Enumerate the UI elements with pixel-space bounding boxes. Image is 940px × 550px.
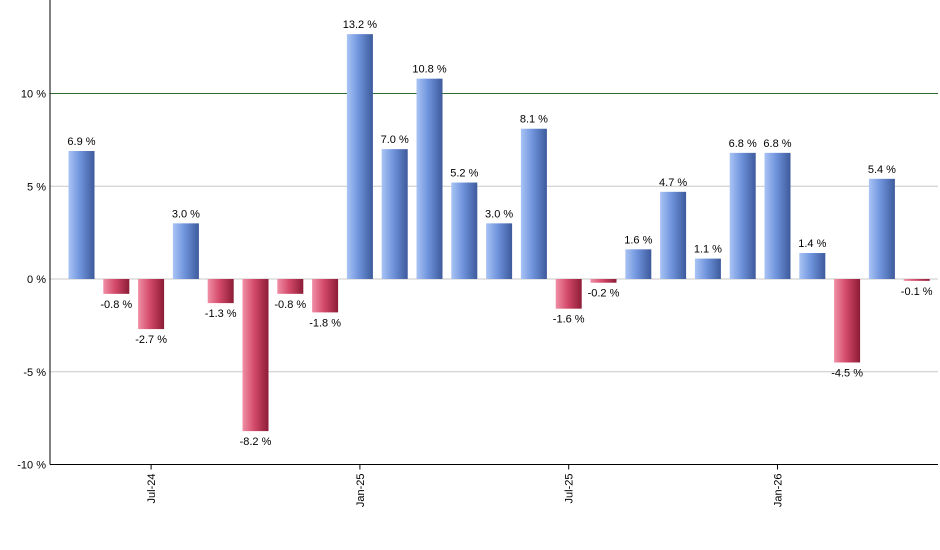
bar bbox=[555, 279, 582, 309]
bar bbox=[103, 279, 130, 294]
bar bbox=[138, 279, 165, 330]
bar bbox=[277, 279, 304, 294]
bar bbox=[207, 279, 234, 304]
data-label: 6.8 % bbox=[729, 138, 757, 150]
bar bbox=[416, 78, 443, 279]
x-tick-label: Jan-25 bbox=[355, 474, 367, 508]
data-labels: 6.9 % -0.8 % -2.7 % 3.0 % -1.3 % -8.2 % -0.8 %… bbox=[67, 19, 932, 448]
x-tick-label: Jul-25 bbox=[564, 474, 576, 504]
data-label: 3.0 % bbox=[172, 208, 200, 220]
data-label: 5.2 % bbox=[450, 168, 478, 180]
bar bbox=[312, 279, 339, 313]
data-label: 4.7 % bbox=[659, 177, 687, 189]
data-label: -2.7 % bbox=[135, 334, 167, 346]
y-tick-label: 5 % bbox=[27, 181, 46, 193]
data-label: -1.3 % bbox=[205, 308, 237, 320]
x-tick-label: Jan-26 bbox=[773, 474, 785, 508]
bar bbox=[694, 258, 721, 279]
bar bbox=[381, 149, 408, 279]
bar bbox=[451, 182, 478, 279]
bar bbox=[172, 223, 199, 279]
data-label: 1.1 % bbox=[694, 244, 722, 256]
bar bbox=[660, 191, 687, 279]
data-label: -0.8 % bbox=[100, 299, 132, 311]
data-label: -8.2 % bbox=[240, 436, 272, 448]
y-tick-label: 0 % bbox=[27, 274, 46, 286]
bar bbox=[834, 279, 861, 363]
data-label: 8.1 % bbox=[520, 114, 548, 126]
bars bbox=[68, 34, 930, 432]
x-tick-label: Jul-24 bbox=[146, 474, 158, 504]
data-label: 5.4 % bbox=[868, 164, 896, 176]
bar bbox=[868, 178, 895, 279]
bar bbox=[764, 152, 791, 279]
bar bbox=[625, 249, 652, 279]
axes bbox=[49, 0, 938, 470]
data-label: -0.1 % bbox=[901, 286, 933, 298]
bar bbox=[729, 152, 756, 279]
y-tick-label: 10 % bbox=[21, 89, 46, 101]
data-label: 13.2 % bbox=[343, 19, 377, 31]
bar bbox=[346, 34, 373, 279]
bar bbox=[486, 223, 513, 279]
bar bbox=[68, 151, 95, 279]
data-label: 3.0 % bbox=[485, 208, 513, 220]
data-label: 6.9 % bbox=[67, 136, 95, 148]
x-tick-labels: Jul-24 Jan-25 Jul-25 Jan-26 bbox=[146, 474, 784, 508]
bar bbox=[799, 253, 826, 279]
data-label: -4.5 % bbox=[831, 367, 863, 379]
y-tick-label: -5 % bbox=[23, 367, 46, 379]
data-label: -0.8 % bbox=[274, 299, 306, 311]
data-label: 1.4 % bbox=[798, 238, 826, 250]
data-label: 6.8 % bbox=[763, 138, 791, 150]
data-label: -1.8 % bbox=[309, 317, 341, 329]
data-label: 1.6 % bbox=[624, 234, 652, 246]
data-label: 7.0 % bbox=[381, 134, 409, 146]
bar bbox=[590, 279, 617, 283]
data-label: -1.6 % bbox=[553, 314, 585, 326]
y-tick-label: -10 % bbox=[17, 460, 46, 472]
bar bbox=[903, 279, 930, 281]
bar bbox=[520, 128, 547, 279]
data-label: 10.8 % bbox=[412, 64, 446, 76]
data-label: -0.2 % bbox=[588, 288, 620, 300]
y-tick-labels: -10 % -5 % 0 % 5 % 10 % bbox=[17, 89, 46, 472]
bar bbox=[242, 279, 269, 432]
